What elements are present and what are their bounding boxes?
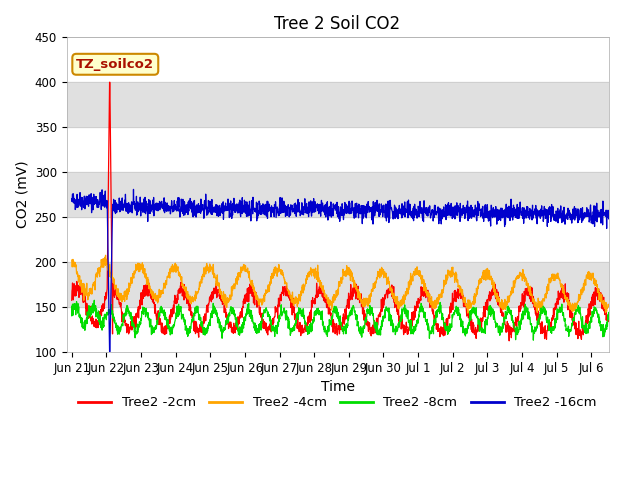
Bar bbox=[67, 82, 609, 127]
Bar bbox=[67, 262, 609, 307]
Y-axis label: CO2 (mV): CO2 (mV) bbox=[15, 161, 29, 228]
X-axis label: Time: Time bbox=[321, 380, 355, 394]
Bar bbox=[67, 172, 609, 217]
Title: Tree 2 Soil CO2: Tree 2 Soil CO2 bbox=[275, 15, 401, 33]
Legend: Tree2 -2cm, Tree2 -4cm, Tree2 -8cm, Tree2 -16cm: Tree2 -2cm, Tree2 -4cm, Tree2 -8cm, Tree… bbox=[73, 391, 602, 415]
Text: TZ_soilco2: TZ_soilco2 bbox=[76, 58, 154, 71]
